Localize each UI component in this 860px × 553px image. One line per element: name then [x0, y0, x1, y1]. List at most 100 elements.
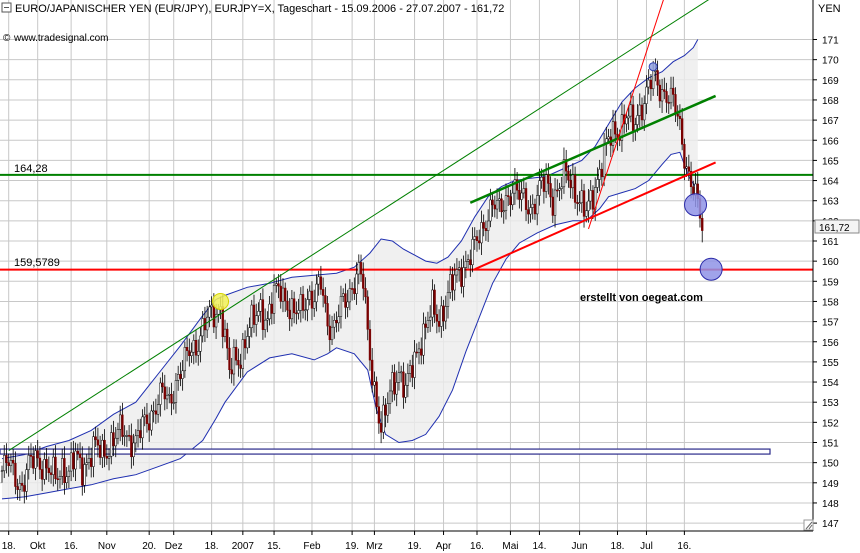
- x-tick-label: Feb: [303, 541, 321, 552]
- candle-body: [74, 450, 77, 470]
- candle-body: [384, 404, 387, 416]
- y-tick-label: 155: [822, 358, 839, 369]
- last-price-label: 161,72: [819, 223, 850, 234]
- candle-body: [279, 285, 282, 302]
- candle-body: [449, 274, 452, 293]
- candle-body: [665, 91, 668, 103]
- x-tick-label: 18.: [205, 541, 219, 552]
- candle-body: [437, 321, 441, 327]
- candle-body: [12, 460, 15, 464]
- candle-body: [504, 195, 508, 211]
- candle-body: [96, 439, 100, 446]
- candle-body: [402, 371, 405, 398]
- candle-body: [112, 432, 115, 447]
- candle-body: [266, 318, 269, 321]
- candle-body: [397, 372, 401, 383]
- candle-body: [600, 168, 604, 178]
- candle-body: [183, 347, 187, 372]
- x-tick-label: 16.: [64, 541, 78, 552]
- candle-body: [101, 439, 104, 458]
- candle-body: [355, 273, 358, 294]
- candle-body: [444, 306, 447, 322]
- candle-body: [177, 374, 180, 381]
- trendline-short-channel: [469, 94, 717, 204]
- y-tick-label: 148: [822, 499, 839, 510]
- candle-body: [404, 385, 407, 398]
- candle-body: [270, 303, 273, 314]
- candle-body: [346, 301, 349, 308]
- candle-body: [3, 455, 6, 471]
- candle-body: [348, 288, 352, 303]
- x-axis: 18. Okt 16. Nov 20. Dez 18. 2007 15. Feb 19. Mrz 19.…: [2, 531, 691, 552]
- candle-body: [453, 274, 456, 291]
- candle-body: [433, 289, 436, 315]
- candle-body: [125, 435, 129, 437]
- x-tick-label: Nov: [98, 541, 116, 552]
- candle-body: [52, 456, 55, 475]
- candle-body: [522, 188, 525, 194]
- candle-body: [373, 381, 376, 386]
- candle-body: [76, 450, 79, 455]
- candle-body: [509, 196, 512, 206]
- y-tick-label: 168: [822, 96, 839, 107]
- candle-body: [29, 455, 33, 457]
- candle-body: [551, 196, 554, 216]
- candle-body: [136, 430, 140, 437]
- candle-body: [573, 174, 577, 203]
- resize-grip-icon[interactable]: [803, 519, 814, 531]
- candle-body: [540, 176, 543, 181]
- candle-body: [544, 174, 548, 192]
- candle-body: [649, 79, 653, 90]
- x-tick-label: Jun: [572, 541, 588, 552]
- candle-body: [669, 87, 673, 104]
- candle-body: [676, 113, 679, 117]
- candle-body: [9, 460, 13, 466]
- candle-body: [161, 382, 164, 388]
- candle-body: [667, 102, 670, 104]
- candle-body: [119, 414, 122, 430]
- candle-body: [660, 89, 664, 102]
- y-axis: 147 148 149 150 151 152 153 154 155 156 157 158 159 1…: [813, 36, 839, 530]
- candle-body: [681, 118, 684, 145]
- candle-body: [473, 236, 476, 240]
- candle-body: [386, 403, 389, 416]
- candle-body: [491, 199, 494, 206]
- candle-body: [319, 276, 323, 290]
- candle-body: [5, 455, 8, 463]
- candle-body: [571, 174, 575, 189]
- x-tick-label: Dez: [165, 541, 183, 552]
- candle-body: [45, 459, 48, 469]
- y-tick-label: 165: [822, 156, 839, 167]
- candle-body: [58, 475, 62, 480]
- candle-body: [94, 436, 97, 441]
- candle-body: [533, 203, 537, 215]
- candle-body: [7, 462, 10, 466]
- candle-body: [34, 450, 37, 469]
- marker-circle: [684, 193, 708, 217]
- candle-body: [377, 406, 381, 424]
- candle-body: [321, 289, 325, 296]
- candle-body: [484, 228, 488, 231]
- candle-body: [542, 176, 546, 192]
- candle-body: [83, 464, 86, 486]
- candle-body: [14, 462, 17, 487]
- candle-body: [589, 190, 592, 202]
- candle-body: [87, 457, 91, 463]
- candle-body: [179, 374, 182, 379]
- candle-body: [20, 483, 24, 486]
- candle-body: [261, 299, 265, 330]
- candle-body: [602, 143, 606, 178]
- candle-body: [143, 414, 146, 418]
- candle-body: [656, 70, 659, 86]
- candle-body: [217, 309, 220, 315]
- candle-body: [61, 458, 64, 477]
- candle-body: [163, 386, 166, 400]
- candle-body: [212, 304, 215, 328]
- candle-body: [18, 483, 21, 490]
- candle-body: [495, 200, 499, 210]
- candle-body: [47, 467, 50, 474]
- candle-body: [114, 437, 117, 447]
- x-tick-label: 19.: [408, 541, 422, 552]
- candle-body: [451, 274, 454, 291]
